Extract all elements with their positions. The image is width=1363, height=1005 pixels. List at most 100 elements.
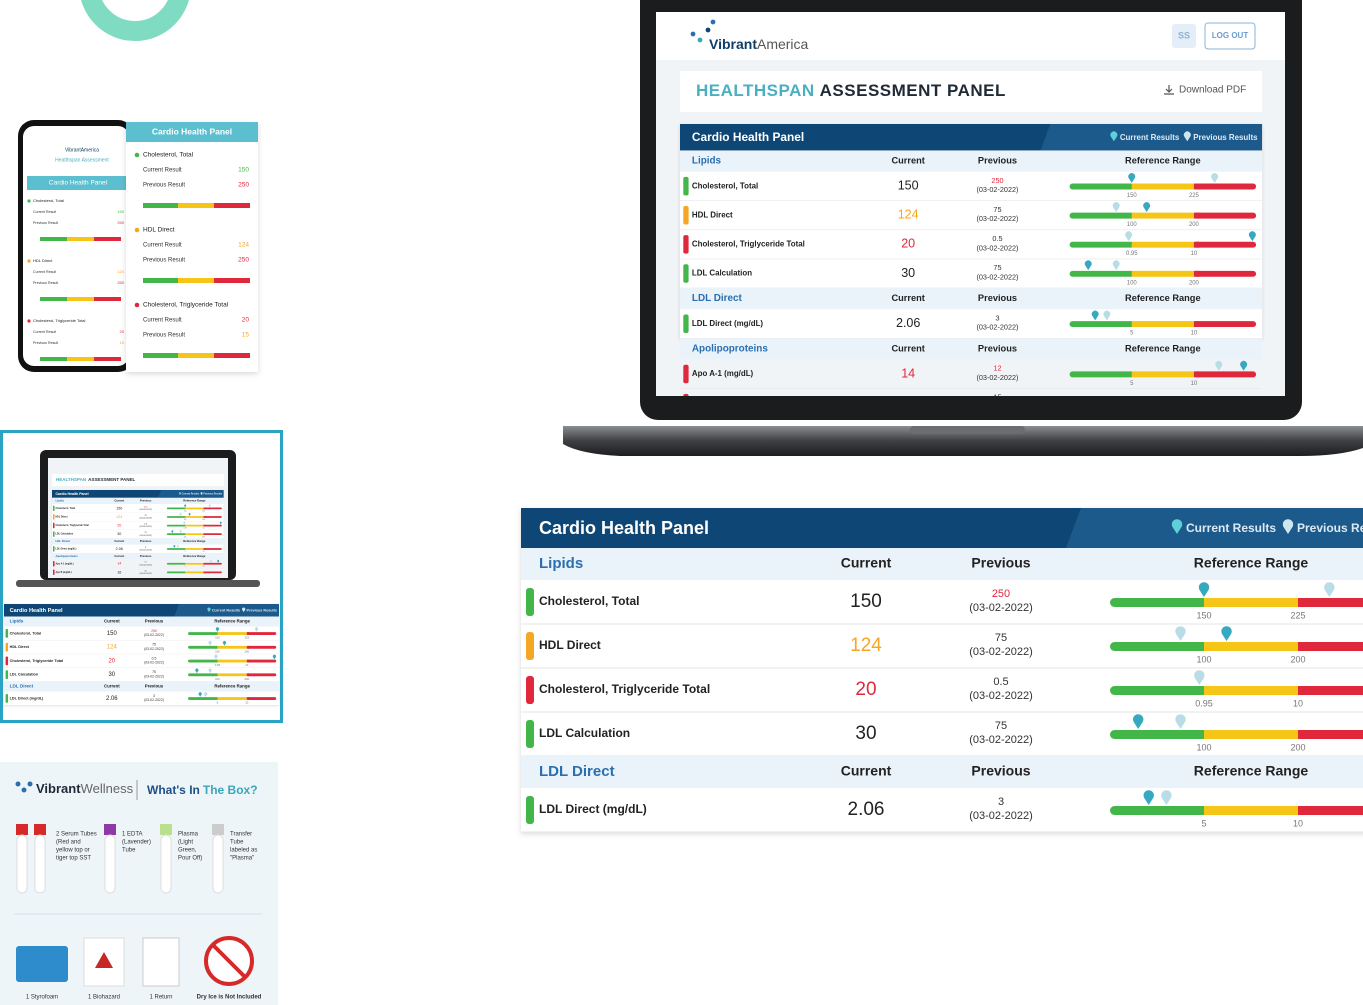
range-high: [1193, 212, 1257, 219]
range-high: [246, 659, 277, 663]
previous-value: 75: [993, 263, 1001, 272]
range-low: [166, 524, 186, 527]
range-low: [1110, 806, 1208, 815]
result-marker: [1125, 231, 1133, 242]
section-name: Lipids: [692, 156, 722, 167]
range-high: [203, 507, 222, 510]
mini-title: HEALTHSPAN ASSESSMENT PANEL: [56, 477, 136, 482]
column-header: Previous: [978, 155, 1017, 165]
result-marker: [1143, 202, 1151, 212]
logout-label[interactable]: LOG OUT: [1212, 31, 1249, 40]
test-name: HDL Direct: [692, 210, 733, 219]
range-mid: [1131, 212, 1194, 219]
result-marker: [222, 640, 227, 646]
title-card: [680, 71, 1262, 112]
range-low: [1069, 212, 1135, 219]
range-label: 10: [245, 663, 249, 667]
logout-button[interactable]: [1204, 22, 1256, 50]
range-label: 0.95: [1126, 251, 1138, 257]
legend-label: Current Results: [1186, 521, 1276, 535]
previous-value: 15: [993, 393, 1001, 402]
range-high-join: [1298, 642, 1306, 651]
test-name: LDL Calculation: [56, 533, 74, 536]
column-header: Current: [841, 555, 892, 571]
column-header: Current: [891, 293, 924, 303]
kit-item-label: (Red and: [56, 840, 81, 846]
logo-dot: [21, 787, 27, 793]
result-marker: [179, 530, 182, 534]
range-high: [246, 645, 277, 649]
range-high: [203, 516, 222, 518]
phone-previous-label: Previous Result: [33, 341, 58, 345]
section-name: Lipids: [539, 555, 583, 572]
previous-date: (03-02-2022): [139, 518, 152, 520]
range-segment: [143, 278, 179, 283]
section-name: LDL Direct: [692, 293, 743, 304]
current-value: 150: [238, 167, 249, 174]
previous-value: 12: [993, 364, 1001, 373]
result-marker: [171, 530, 174, 534]
range-label: 200: [1189, 222, 1200, 228]
kit-item-label: tiger top SST: [56, 856, 91, 862]
status-flag: [683, 206, 689, 225]
result-marker: [1221, 626, 1232, 641]
range-mid: [185, 533, 204, 536]
column-header: Current: [104, 684, 120, 689]
test-name: Cholesterol, Total: [56, 507, 76, 510]
range-label: 200: [244, 649, 249, 653]
logo-dot: [710, 19, 716, 25]
result-marker: [1198, 582, 1210, 597]
current-value: 150: [107, 631, 118, 637]
test-name: Apo A-1 (mg/dL): [56, 562, 74, 565]
column-header: Reference Range: [183, 554, 206, 558]
range-high: [203, 548, 222, 550]
test-name: Cholesterol, Triglyceride Total: [539, 682, 710, 696]
range-mid: [1131, 321, 1194, 328]
page-title: HEALTHSPAN ASSESSMENT PANEL: [696, 81, 1006, 100]
current-value: 20: [901, 237, 915, 251]
range-high: [1193, 371, 1257, 378]
range-label: 100: [215, 649, 220, 653]
result-marker: [1112, 260, 1120, 271]
range-low: [1069, 270, 1135, 277]
range-high-join: [203, 507, 206, 510]
legend-label: Current Results: [182, 493, 200, 496]
logo-dot: [15, 781, 21, 787]
range-mid: [185, 548, 204, 550]
range-label: 10: [1191, 381, 1198, 387]
phone-thumbnail[interactable]: VibrantAmerica Healthspan Assessment Cardi…: [18, 120, 258, 372]
status-flag: [5, 629, 9, 638]
section-name: LDL Direct: [539, 763, 615, 780]
range-segment: [94, 297, 121, 301]
result-marker: [200, 492, 203, 496]
previous-date: (03-02-2022): [144, 633, 164, 637]
previous-value: 3: [145, 547, 147, 549]
range-segment: [94, 357, 121, 361]
download-link[interactable]: Download PDF: [1179, 85, 1246, 96]
section-header: [4, 681, 279, 692]
status-flag: [52, 522, 55, 529]
range-high: [1298, 598, 1363, 607]
result-marker: [1112, 202, 1120, 212]
icon-no-ice-slash: [211, 943, 247, 979]
card-title: Cardio Health Panel: [152, 126, 232, 136]
laptop-mockup: VibrantAmerica SS LOG OUT HEALTHSPAN ASSESSM…: [563, 0, 1363, 456]
column-header: Reference Range: [1125, 155, 1201, 165]
result-marker: [1128, 173, 1136, 183]
status-flag: [526, 632, 534, 660]
range-high: [1298, 730, 1363, 739]
range-label: 150: [1196, 610, 1211, 620]
range-low: [166, 533, 186, 536]
range-label: 225: [244, 636, 249, 640]
range-mid: [185, 571, 204, 574]
range-low: [166, 516, 186, 518]
range-mid: [217, 632, 247, 635]
title-main: ASSESSMENT PANEL: [88, 477, 135, 482]
phone-panel-title: Cardio Health Panel: [49, 180, 108, 187]
range-mid: [1204, 686, 1298, 695]
kit-item-label: Green,: [178, 848, 197, 854]
current-value: 124: [238, 242, 249, 249]
range-low: [1110, 686, 1208, 695]
kit-thumbnail[interactable]: VibrantWellness What's In The Box? 2 Serum …: [0, 762, 278, 1005]
